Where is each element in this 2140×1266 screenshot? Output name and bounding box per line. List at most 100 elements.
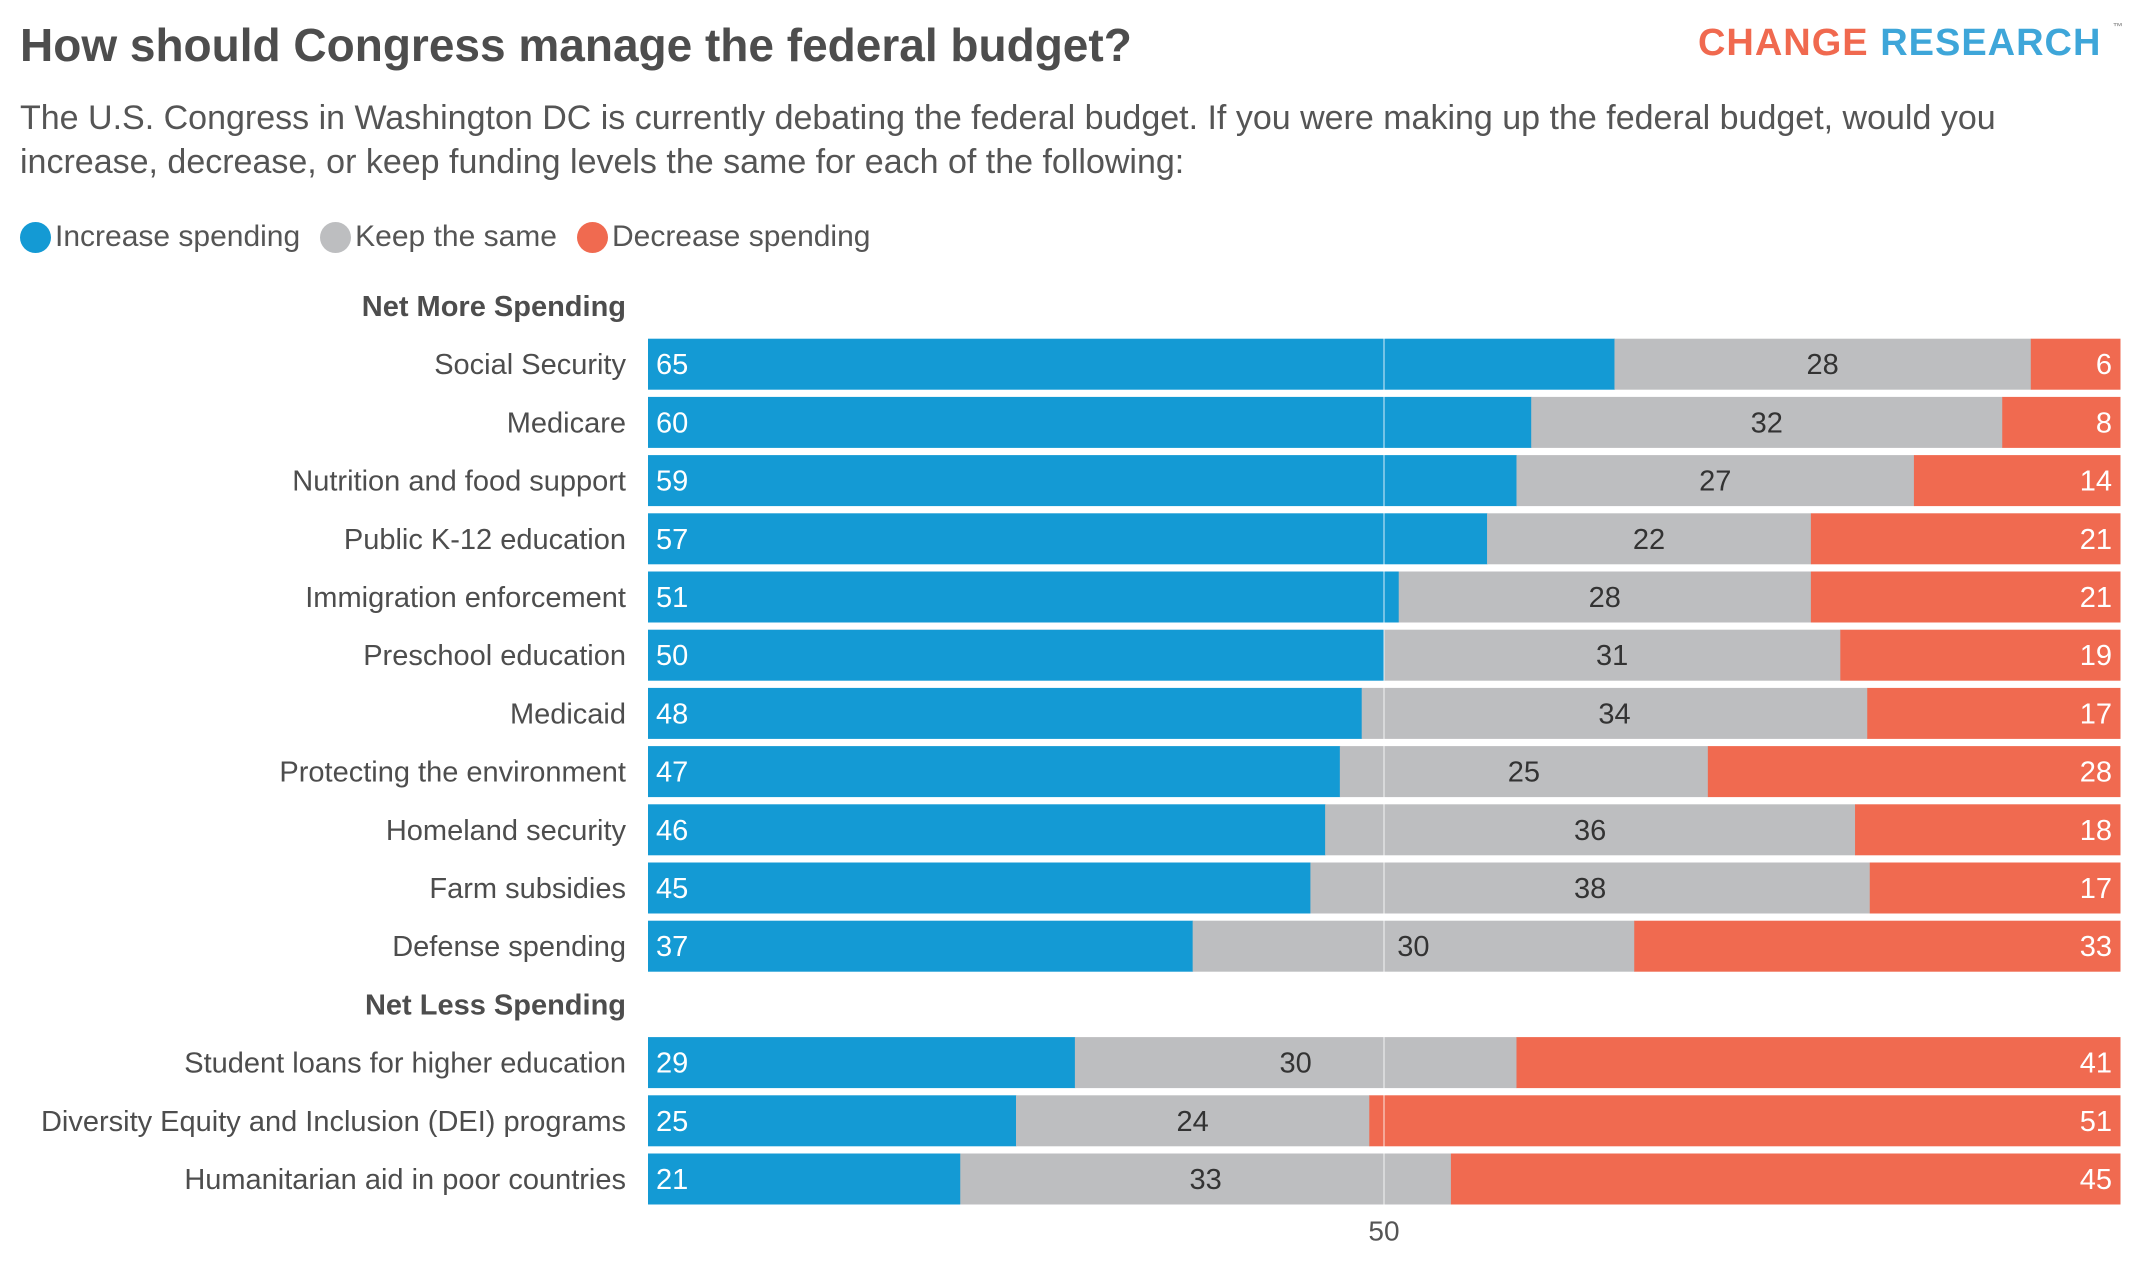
value-label-same-0-3: 22 (1633, 524, 1665, 556)
brand-logo-part1: CHANGE (1697, 22, 1869, 64)
legend-dot-decrease (576, 221, 608, 253)
category-label-1-2: Humanitarian aid in poor countries (184, 1164, 626, 1196)
value-label-dec-0-4: 21 (2080, 582, 2112, 614)
value-label-inc-0-2: 59 (656, 466, 688, 498)
value-label-dec-1-2: 45 (2080, 1164, 2112, 1196)
category-label-1-1: Diversity Equity and Inclusion (DEI) pro… (41, 1106, 626, 1138)
value-label-same-0-0: 28 (1806, 349, 1838, 381)
value-label-dec-0-2: 14 (2080, 466, 2112, 498)
chart-title: How should Congress manage the federal b… (20, 19, 1132, 71)
legend-item-decrease: Decrease spending (576, 220, 871, 254)
bar-same-0-8 (1325, 804, 1856, 856)
value-label-same-0-7: 25 (1508, 757, 1540, 789)
bar-dec-0-8 (1855, 804, 2121, 856)
bar-same-0-6 (1361, 687, 1868, 739)
bar-inc-0-8 (648, 804, 1326, 856)
legend-label-decrease: Decrease spending (611, 220, 871, 253)
value-label-dec-0-5: 19 (2080, 640, 2112, 672)
value-label-inc-0-6: 48 (656, 698, 688, 730)
category-label-0-1: Medicare (507, 407, 626, 439)
value-label-dec-0-8: 18 (2080, 815, 2112, 847)
legend-item-increase: Increase spending (20, 220, 300, 254)
value-label-same-0-4: 28 (1589, 582, 1621, 614)
bar-dec-0-3 (1810, 513, 2121, 565)
category-label-0-8: Homeland security (386, 815, 627, 847)
category-label-1-0: Student loans for higher education (184, 1048, 626, 1080)
category-label-0-4: Immigration enforcement (305, 582, 626, 614)
bar-inc-1-1 (648, 1095, 1017, 1147)
value-label-same-0-5: 31 (1596, 640, 1628, 672)
bar-inc-0-6 (648, 687, 1363, 739)
legend-item-same: Keep the same (320, 220, 557, 254)
value-label-same-0-6: 34 (1598, 698, 1630, 730)
bar-dec-1-1 (1369, 1095, 2121, 1147)
category-label-0-5: Preschool education (363, 640, 626, 672)
value-label-inc-0-7: 47 (656, 757, 688, 789)
value-label-same-0-2: 27 (1699, 466, 1731, 498)
value-label-dec-0-9: 17 (2080, 873, 2112, 905)
value-label-inc-0-10: 37 (656, 931, 688, 963)
bar-same-1-0 (1074, 1037, 1517, 1089)
bar-dec-0-4 (1810, 571, 2121, 623)
bar-same-1-2 (960, 1153, 1452, 1205)
bar-dec-1-2 (1450, 1153, 2121, 1205)
chart-subtitle: The U.S. Congress in Washington DC is cu… (20, 99, 1996, 181)
value-label-inc-0-0: 65 (656, 349, 688, 381)
bar-inc-0-10 (648, 920, 1194, 972)
bar-same-0-1 (1531, 396, 2003, 448)
bar-dec-0-1 (2002, 396, 2121, 448)
bar-same-0-2 (1516, 455, 1915, 507)
bar-dec-0-5 (1840, 629, 2121, 681)
value-label-inc-0-8: 46 (656, 815, 688, 847)
bar-same-0-9 (1310, 862, 1871, 914)
category-label-0-10: Defense spending (392, 931, 626, 963)
value-label-same-1-0: 30 (1280, 1048, 1312, 1080)
legend-dot-same (320, 221, 352, 253)
bar-dec-0-2 (1913, 455, 2121, 507)
bar-dec-0-7 (1707, 746, 2121, 798)
bar-same-0-10 (1192, 920, 1635, 972)
legend: Increase spending Keep the same Decrease… (20, 220, 890, 254)
bar-inc-1-0 (648, 1037, 1076, 1089)
bar-inc-0-2 (648, 455, 1517, 507)
bar-same-0-5 (1384, 629, 1841, 681)
category-label-0-2: Nutrition and food support (292, 466, 626, 498)
value-label-same-0-9: 38 (1574, 873, 1606, 905)
value-label-dec-0-3: 21 (2080, 524, 2112, 556)
brand-logo-tm: ™ (2113, 22, 2124, 33)
value-label-inc-0-9: 45 (656, 873, 688, 905)
bar-inc-0-1 (648, 396, 1532, 448)
value-label-inc-0-4: 51 (656, 582, 688, 614)
value-label-inc-0-1: 60 (656, 407, 688, 439)
bar-inc-0-3 (648, 513, 1488, 565)
bar-inc-0-0 (648, 338, 1615, 390)
group-label-1: Net Less Spending (365, 989, 626, 1021)
value-label-same-0-10: 30 (1397, 931, 1429, 963)
brand-logo-part2: RESEARCH (1880, 22, 2102, 64)
bar-same-0-4 (1398, 571, 1812, 623)
value-label-dec-0-0: 6 (2096, 349, 2112, 381)
bar-same-0-7 (1339, 746, 1709, 798)
bar-inc-0-7 (648, 746, 1341, 798)
category-label-0-3: Public K-12 education (344, 524, 626, 556)
category-label-0-0: Social Security (434, 349, 626, 381)
category-label-0-9: Farm subsidies (429, 873, 626, 905)
group-label-0: Net More Spending (362, 291, 626, 323)
category-label-0-7: Protecting the environment (279, 757, 626, 789)
bar-dec-0-9 (1869, 862, 2121, 914)
bar-inc-0-5 (648, 629, 1385, 681)
value-label-dec-0-10: 33 (2080, 931, 2112, 963)
value-label-inc-1-0: 29 (656, 1048, 688, 1080)
value-label-dec-0-1: 8 (2096, 407, 2112, 439)
bar-same-1-1 (1016, 1095, 1370, 1147)
bar-same-0-3 (1487, 513, 1812, 565)
category-label-0-6: Medicaid (510, 698, 626, 730)
bar-inc-1-2 (648, 1153, 961, 1205)
x-tick-label-50: 50 (1368, 1216, 1399, 1247)
legend-dot-increase (20, 221, 51, 253)
legend-label-same: Keep the same (355, 220, 557, 253)
value-label-dec-0-6: 17 (2080, 698, 2112, 730)
value-label-same-1-2: 33 (1189, 1164, 1221, 1196)
